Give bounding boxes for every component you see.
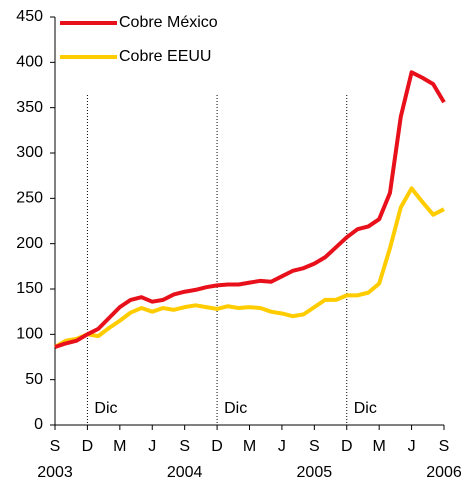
x-tick-label: D	[211, 438, 223, 455]
y-tick-label: 350	[16, 99, 43, 116]
y-tick-label: 50	[25, 371, 43, 388]
x-tick-label: S	[439, 438, 450, 455]
vline-label: Dic	[354, 400, 377, 417]
series-line	[54, 70, 446, 349]
x-year-label: 2006	[426, 464, 462, 481]
legend-label: Cobre EEUU	[119, 48, 211, 65]
y-tick-label: 450	[16, 8, 43, 25]
x-tick-label: S	[179, 438, 190, 455]
x-tick-label: J	[278, 438, 286, 455]
y-tick-label: 100	[16, 326, 43, 343]
x-tick-label: J	[408, 438, 416, 455]
x-tick-label: M	[113, 438, 126, 455]
x-tick-label: D	[341, 438, 353, 455]
y-tick-label: 0	[34, 416, 43, 433]
x-year-label: 2005	[297, 464, 333, 481]
vline-label: Dic	[94, 400, 117, 417]
x-year-label: 2004	[167, 464, 203, 481]
y-tick-label: 250	[16, 190, 43, 207]
x-tick-label: J	[148, 438, 156, 455]
x-tick-label: D	[82, 438, 94, 455]
x-tick-label: S	[309, 438, 320, 455]
y-tick-label: 200	[16, 235, 43, 252]
legend-label: Cobre México	[119, 14, 218, 31]
x-tick-label: S	[50, 438, 61, 455]
series-line	[53, 186, 445, 349]
y-tick-label: 300	[16, 144, 43, 161]
vline-label: Dic	[224, 400, 247, 417]
x-tick-label: M	[373, 438, 386, 455]
y-tick-label: 150	[16, 280, 43, 297]
y-tick-label: 400	[16, 54, 43, 71]
x-year-label: 2003	[37, 464, 73, 481]
x-tick-label: M	[243, 438, 256, 455]
